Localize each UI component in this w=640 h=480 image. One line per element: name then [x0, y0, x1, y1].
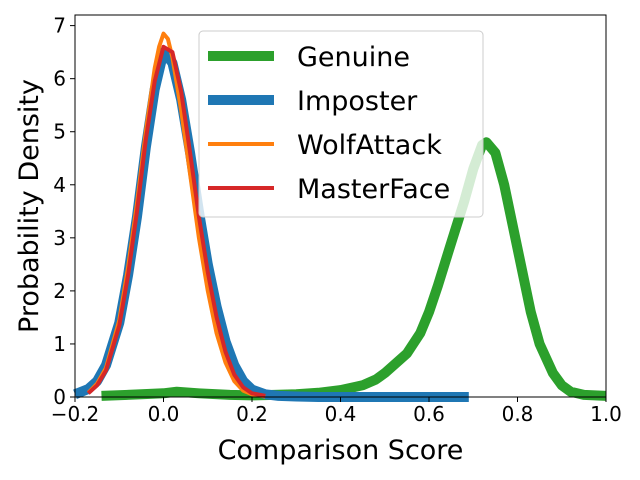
- y-tick-label: 5: [53, 120, 66, 144]
- y-tick-label: 4: [53, 173, 66, 197]
- series-line-genuine: [101, 137, 607, 401]
- x-axis-ticks: −0.2 0.0 0.2 0.4 0.6 0.8 1.0: [51, 397, 622, 426]
- x-tick-label: 0.6: [413, 402, 445, 426]
- series-line-masterface: [86, 44, 266, 398]
- legend-label-imposter: Imposter: [297, 86, 418, 117]
- y-tick-label: 0: [53, 385, 66, 409]
- x-tick-label: 0.0: [148, 402, 180, 426]
- y-tick-label: 7: [53, 14, 66, 38]
- legend: Genuine Imposter WolfAttack MasterFace: [198, 30, 484, 218]
- y-tick-label: 3: [53, 226, 66, 250]
- x-tick-label: 0.8: [502, 402, 534, 426]
- x-axis-title: Comparison Score: [218, 435, 464, 466]
- y-axis-title: Probability Density: [14, 79, 45, 333]
- x-tick-label: 0.4: [325, 402, 357, 426]
- x-tick-label: −0.2: [51, 402, 100, 426]
- y-tick-label: 6: [53, 67, 66, 91]
- legend-label-masterface: MasterFace: [297, 174, 450, 205]
- x-tick-label: 0.2: [236, 402, 268, 426]
- legend-label-genuine: Genuine: [297, 42, 410, 73]
- legend-label-wolfattack: WolfAttack: [297, 130, 442, 161]
- y-tick-label: 1: [53, 332, 66, 356]
- x-tick-label: 1.0: [590, 402, 622, 426]
- y-tick-label: 2: [53, 279, 66, 303]
- legend-box: [198, 30, 484, 218]
- y-axis-ticks: 0 1 2 3 4 5 6 7: [53, 14, 75, 409]
